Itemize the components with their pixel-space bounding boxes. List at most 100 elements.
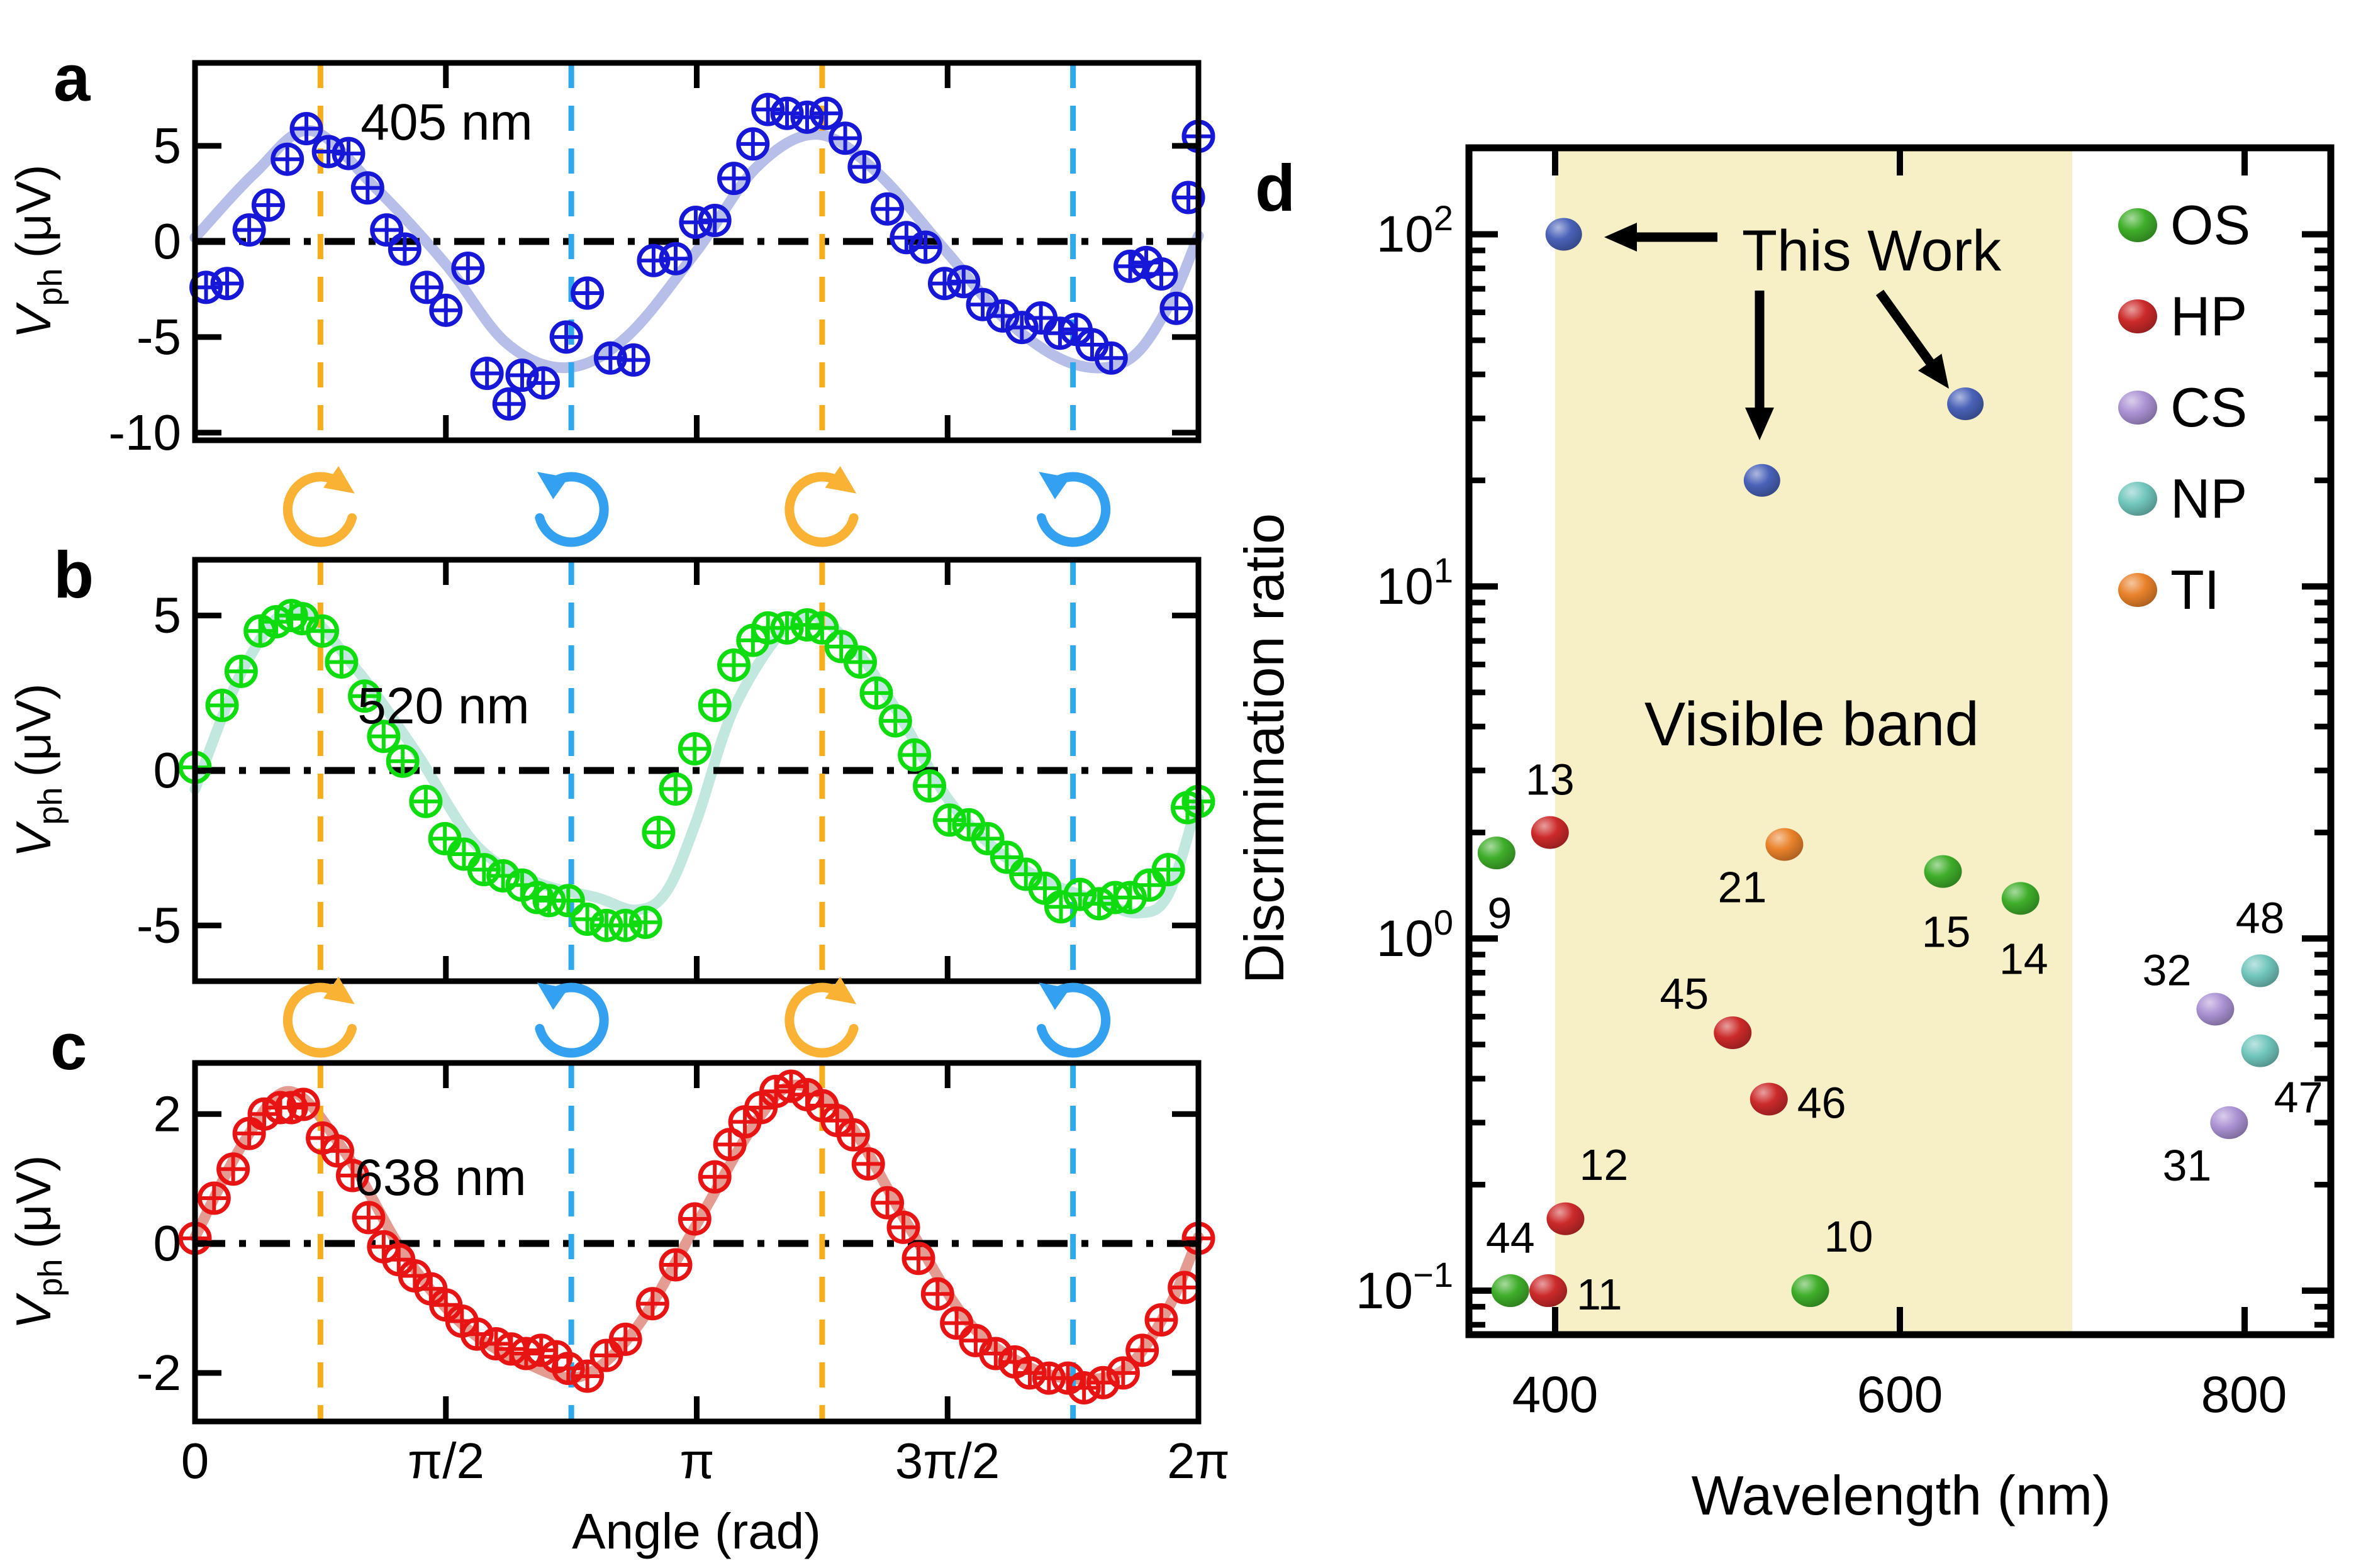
series-HP-point-45 xyxy=(1714,1016,1752,1050)
panel-c-data-point xyxy=(608,1322,642,1356)
series-OS-point-15 xyxy=(1924,855,1962,888)
panel-c-data-point xyxy=(1144,1303,1178,1337)
rotation-arrowhead xyxy=(323,466,355,494)
series-OS-point-14 xyxy=(2001,882,2040,915)
series-CS-point-32 xyxy=(2196,993,2235,1026)
panel-c-data-point xyxy=(920,1277,954,1311)
rotation-arrowhead xyxy=(825,977,857,1004)
this-work-points xyxy=(1545,218,1984,497)
x-tick-pi2: π/2 xyxy=(408,1433,484,1489)
panel-c-data-point xyxy=(871,1186,905,1220)
panel-b-data-point xyxy=(805,611,839,645)
panel-a-data-point xyxy=(451,251,485,285)
panel-b-data-point xyxy=(306,614,340,648)
point-ref-label: 11 xyxy=(1577,1270,1622,1319)
legend-dot-OS xyxy=(2118,208,2157,242)
panel-c-data-point xyxy=(571,1359,605,1393)
point-ref-label: 45 xyxy=(1660,969,1709,1018)
rotation-arrowhead xyxy=(1039,982,1070,1010)
arrow-head xyxy=(1604,223,1637,252)
point-ref-label: 15 xyxy=(1922,908,1971,957)
panel-b-fit-curve xyxy=(189,604,1204,919)
panel-b-y-tick-label: -5 xyxy=(137,897,181,953)
series-OS-point-44 xyxy=(1491,1274,1529,1308)
panel-c-y-tick-label: 0 xyxy=(153,1215,182,1271)
panel-b-data-point xyxy=(698,689,732,723)
panel-a-data-point xyxy=(809,96,843,130)
panel-c-data-point xyxy=(589,1338,623,1372)
panel-b-data-point xyxy=(878,704,912,738)
point-ref-label: 48 xyxy=(2236,893,2285,942)
rotation-ccw-icon xyxy=(1036,472,1111,547)
panel-c-data-point xyxy=(320,1134,354,1168)
panel-b-data-point xyxy=(659,772,693,806)
panel-b-markers xyxy=(178,599,1215,942)
panel-a-data-point xyxy=(370,213,404,247)
point-ref-label: 21 xyxy=(1718,863,1767,912)
panel-a-data-point xyxy=(210,267,244,301)
panel-a-data-point xyxy=(1159,291,1193,325)
point-ref-label: 10 xyxy=(1824,1212,1873,1261)
d-ytick-1e0: 100 xyxy=(1376,903,1453,967)
rotation-ccw-icon xyxy=(535,982,609,1058)
series-HP: 13 45 46 12 11 xyxy=(1526,755,1846,1319)
series-OS-point-10 xyxy=(1791,1274,1829,1308)
d-xtick-800: 800 xyxy=(2201,1366,2287,1423)
panel-b-data-point xyxy=(843,645,877,679)
rotation-cw-icon xyxy=(282,977,357,1058)
panel-c-plot: 2 0 -2 xyxy=(137,1060,1215,1425)
angle-axis-label: Angle (rad) xyxy=(572,1503,821,1559)
panel-b-data-point xyxy=(571,902,605,936)
this-work-point xyxy=(1743,464,1780,497)
panel-a-data-point xyxy=(717,162,751,196)
rotation-cw-icon xyxy=(784,977,859,1058)
panel-c-data-point xyxy=(1168,1271,1202,1304)
panel-b-data-point xyxy=(386,744,420,778)
panel-c-data-point xyxy=(901,1242,935,1276)
panel-d-legend: OS HP CS NP TI xyxy=(2118,194,2250,621)
point-ref-label: 44 xyxy=(1486,1213,1535,1262)
panel-b-data-point xyxy=(859,676,893,710)
d-ylabel: Discrimination ratio xyxy=(1233,513,1295,984)
panel-a-plot: 5 0 -5 -10 xyxy=(108,60,1215,460)
left-panels-layer: 5 0 -5 -10 5 0 -5 2 0 -2 xyxy=(108,60,1215,1425)
panel-c-data-point xyxy=(382,1243,416,1277)
panel-c-data-point xyxy=(197,1181,231,1215)
series-NP-point-47 xyxy=(2241,1034,2279,1067)
panel-b-data-point xyxy=(913,769,947,803)
panel-a-data-point xyxy=(251,188,285,222)
arrow-shaft xyxy=(1875,289,1938,371)
rotation-arrowhead xyxy=(1039,472,1070,499)
series-HP-point-46 xyxy=(1750,1082,1788,1116)
panel-a-data-point xyxy=(429,293,463,327)
panel-c-data-point xyxy=(1125,1333,1159,1367)
legend-label-OS: OS xyxy=(2170,194,2250,256)
panel-a-data-point xyxy=(571,276,605,310)
panel-a-data-point xyxy=(289,112,323,146)
panel-c-data-point xyxy=(1086,1365,1120,1399)
panel-c-wavelength-label: 638 nm xyxy=(354,1149,527,1206)
panel-a-y-tick-label: 5 xyxy=(153,118,182,174)
panel-c-data-point xyxy=(713,1128,747,1162)
panel-c-data-point xyxy=(678,1202,712,1236)
arrow-head xyxy=(1745,408,1774,440)
panel-c-data-point xyxy=(352,1201,386,1235)
panel-a-data-point xyxy=(679,205,713,239)
x-tick-pi: π xyxy=(679,1433,714,1489)
panel-a-data-point xyxy=(847,150,881,184)
panel-a-data-point xyxy=(1144,257,1178,291)
panel-c-data-point xyxy=(1013,1356,1047,1390)
panel-a-data-point xyxy=(617,343,650,377)
panel-a-data-point xyxy=(1024,301,1058,335)
series-OS: 9 15 14 44 10 xyxy=(1477,837,2048,1308)
rotation-arrowhead xyxy=(537,472,569,499)
panel-b-data-point xyxy=(608,908,642,942)
d-xlabel: Wavelength (nm) xyxy=(1692,1464,2111,1526)
legend-dot-NP xyxy=(2118,482,2157,516)
panel-a-data-point xyxy=(751,92,785,126)
series-HP-point-13 xyxy=(1531,816,1569,849)
legend-label-HP: HP xyxy=(2170,285,2247,347)
panel-b-y-tick-label: 5 xyxy=(153,587,182,643)
panel-a-data-point xyxy=(1094,341,1128,375)
panel-a-data-point xyxy=(947,265,981,299)
